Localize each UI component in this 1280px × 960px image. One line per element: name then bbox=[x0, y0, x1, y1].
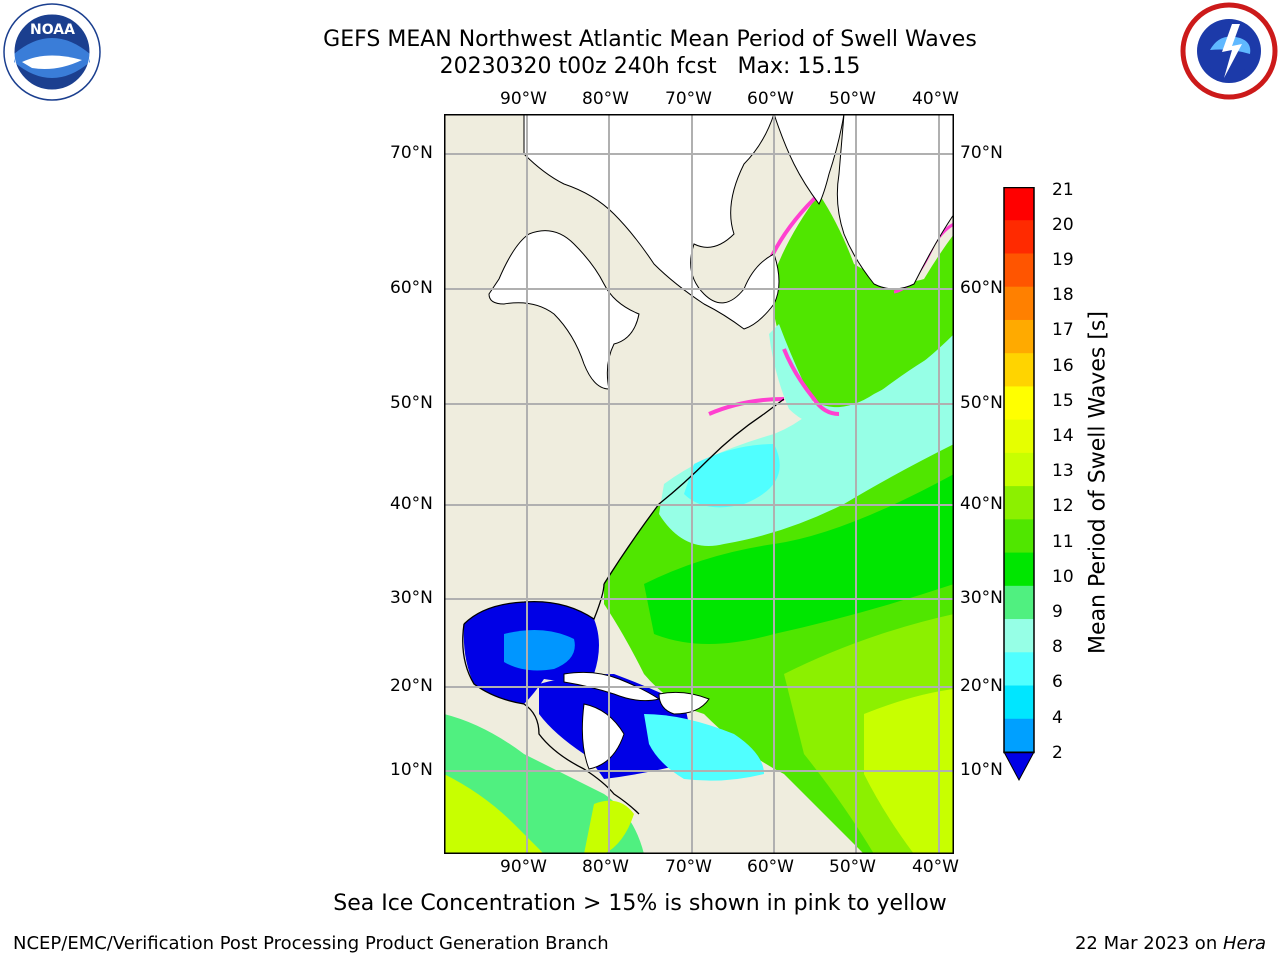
colorbar-tick: 4 bbox=[1052, 708, 1063, 728]
footer-date-text: 22 Mar 2023 on bbox=[1074, 933, 1223, 954]
colorbar-band bbox=[1004, 552, 1034, 587]
lon-label-bottom: 90°W bbox=[500, 857, 547, 877]
colorbar-tick: 16 bbox=[1052, 356, 1074, 376]
colorbar-tick: 20 bbox=[1052, 215, 1074, 235]
caribbean-field-east bbox=[644, 714, 764, 781]
colorbar-tick: 17 bbox=[1052, 320, 1074, 340]
lat-label-left: 60°N bbox=[390, 278, 433, 298]
lat-label-right: 40°N bbox=[960, 494, 1003, 514]
colorbar-tick: 12 bbox=[1052, 496, 1074, 516]
noaa-logo: NOAA bbox=[2, 2, 102, 102]
footer-host: Hera bbox=[1222, 933, 1266, 954]
colorbar-label: Mean Period of Swell Waves [s] bbox=[1085, 311, 1111, 654]
colorbar-frame bbox=[1003, 187, 1035, 754]
colorbar-band bbox=[1004, 419, 1034, 454]
chart-title: GEFS MEAN Northwest Atlantic Mean Period… bbox=[323, 27, 977, 52]
colorbar-tick: 8 bbox=[1052, 637, 1063, 657]
lat-label-right: 10°N bbox=[960, 760, 1003, 780]
colorbar-band bbox=[1004, 253, 1034, 288]
lon-label-top: 50°W bbox=[829, 89, 876, 109]
footer-credit: NCEP/EMC/Verification Post Processing Pr… bbox=[13, 933, 609, 954]
noaa-logo-text: NOAA bbox=[30, 22, 75, 38]
lat-label-left: 30°N bbox=[390, 588, 433, 608]
colorbar-tick: 2 bbox=[1052, 743, 1063, 763]
lat-label-left: 40°N bbox=[390, 494, 433, 514]
colorbar-band bbox=[1004, 353, 1034, 387]
colorbar-band bbox=[1004, 386, 1034, 421]
gulf-of-mexico-center bbox=[504, 630, 575, 671]
nws-logo bbox=[1180, 2, 1278, 100]
lat-label-left: 10°N bbox=[390, 760, 433, 780]
lon-label-bottom: 50°W bbox=[829, 857, 876, 877]
baffin-bay-ice bbox=[773, 114, 845, 205]
colorbar-tick: 19 bbox=[1052, 250, 1074, 270]
lon-label-bottom: 40°W bbox=[912, 857, 959, 877]
colorbar-band bbox=[1004, 319, 1034, 354]
pacific-field-south bbox=[444, 774, 544, 854]
colorbar-tick: 14 bbox=[1052, 426, 1074, 446]
colorbar-band bbox=[1004, 187, 1034, 221]
lon-label-top: 80°W bbox=[582, 89, 629, 109]
lat-label-right: 30°N bbox=[960, 588, 1003, 608]
atlantic-swell-field-midlat bbox=[644, 474, 954, 644]
colorbar-tick: 6 bbox=[1052, 672, 1063, 692]
lon-label-bottom: 60°W bbox=[747, 857, 794, 877]
lat-label-left: 50°N bbox=[390, 393, 433, 413]
colorbar-tick: 13 bbox=[1052, 461, 1074, 481]
colorbar-band bbox=[1004, 718, 1034, 753]
colorbar-tick: 9 bbox=[1052, 602, 1063, 622]
footer-date: 22 Mar 2023 on Hera bbox=[1075, 933, 1266, 954]
colorbar-tick: 18 bbox=[1052, 285, 1074, 305]
lon-label-bottom: 80°W bbox=[582, 857, 629, 877]
lon-label-top: 40°W bbox=[912, 89, 959, 109]
labrador-sea-cyan bbox=[769, 324, 954, 427]
hispaniola-island bbox=[658, 691, 710, 715]
lat-label-right: 60°N bbox=[960, 278, 1003, 298]
lon-label-top: 70°W bbox=[665, 89, 712, 109]
yucatan-white bbox=[581, 703, 625, 770]
map-frame bbox=[444, 114, 954, 854]
colorbar-tick: 15 bbox=[1052, 391, 1074, 411]
lat-label-left: 70°N bbox=[390, 143, 433, 163]
colorbar-band bbox=[1004, 652, 1034, 687]
greenland-ice-cap bbox=[836, 114, 954, 290]
colorbar-band bbox=[1004, 619, 1034, 653]
lon-label-top: 90°W bbox=[500, 89, 547, 109]
colorbar-band bbox=[1004, 452, 1034, 487]
arctic-ice bbox=[523, 114, 780, 330]
graticule bbox=[444, 114, 954, 854]
lat-label-right: 20°N bbox=[960, 676, 1003, 696]
lat-label-right: 70°N bbox=[960, 143, 1003, 163]
lat-label-right: 50°N bbox=[960, 393, 1003, 413]
colorbar-band bbox=[1004, 220, 1034, 254]
colorbar-tick: 10 bbox=[1052, 567, 1074, 587]
colorbar-band bbox=[1004, 286, 1034, 321]
lon-label-top: 60°W bbox=[747, 89, 794, 109]
colorbar-band bbox=[1004, 486, 1034, 520]
colorbar-tick: 21 bbox=[1052, 180, 1074, 200]
colorbar bbox=[1003, 187, 1035, 782]
colorbar-extend-arrow bbox=[1003, 751, 1035, 782]
colorbar-tick: 11 bbox=[1052, 532, 1074, 552]
lat-label-left: 20°N bbox=[390, 676, 433, 696]
sea-ice-note: Sea Ice Concentration > 15% is shown in … bbox=[333, 891, 947, 916]
colorbar-band bbox=[1004, 585, 1034, 620]
sea-ice-edge-gulf bbox=[708, 397, 785, 416]
swell-period-map bbox=[444, 114, 954, 854]
labrador-sea-field bbox=[774, 194, 954, 408]
lon-label-bottom: 70°W bbox=[665, 857, 712, 877]
chart-subtitle: 20230320 t00z 240h fcst Max: 15.15 bbox=[439, 54, 861, 79]
colorbar-band bbox=[1004, 519, 1034, 554]
colorbar-band bbox=[1004, 685, 1034, 720]
